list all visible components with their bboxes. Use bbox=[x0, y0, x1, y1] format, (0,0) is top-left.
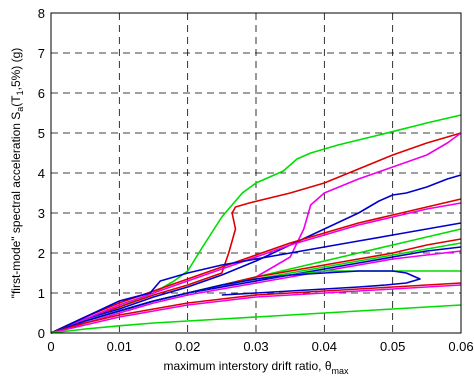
y-axis-label-part-1: "first-mode" spectral acceleration S bbox=[9, 112, 23, 299]
series-line-15 bbox=[50, 282, 462, 334]
x-axis-label-main: maximum interstory drift ratio, θ bbox=[163, 359, 331, 373]
series-group bbox=[50, 114, 462, 334]
y-tick-label: 4 bbox=[38, 166, 45, 181]
y-tick-label: 6 bbox=[38, 86, 45, 101]
y-tick-labels: 0 1 2 3 4 5 6 7 8 bbox=[38, 6, 45, 341]
series-line-6 bbox=[50, 202, 462, 334]
y-axis-label-part-4: 1 bbox=[15, 90, 25, 95]
y-axis-label: "first-mode" spectral acceleration Sa(T1… bbox=[9, 48, 25, 299]
x-axis-label-sub: max bbox=[332, 366, 350, 376]
y-axis-label-part-2: a bbox=[15, 107, 25, 112]
x-tick-label: 0.05 bbox=[380, 339, 405, 354]
series-line-4 bbox=[50, 174, 462, 334]
plot-frame bbox=[50, 12, 462, 334]
y-tick-label: 3 bbox=[38, 206, 45, 221]
series-line-16 bbox=[50, 284, 462, 334]
x-tick-labels: 0 0.01 0.02 0.03 0.04 0.05 0.06 bbox=[47, 339, 473, 354]
series-line-14 bbox=[50, 270, 421, 334]
grid bbox=[51, 13, 461, 333]
x-tick-label: 0.03 bbox=[243, 339, 268, 354]
x-axis-label: maximum interstory drift ratio, θmax bbox=[163, 359, 349, 376]
x-tick-label: 0.06 bbox=[448, 339, 473, 354]
x-tick-label: 0.01 bbox=[107, 339, 132, 354]
y-tick-label: 7 bbox=[38, 46, 45, 61]
y-tick-label: 8 bbox=[38, 6, 45, 21]
y-tick-label: 1 bbox=[38, 286, 45, 301]
x-tick-label: 0.04 bbox=[312, 339, 337, 354]
y-tick-label: 2 bbox=[38, 246, 45, 261]
series-line-17 bbox=[50, 304, 462, 334]
y-axis-label-part-3: (T bbox=[9, 95, 23, 107]
y-tick-label: 5 bbox=[38, 126, 45, 141]
x-tick-label: 0 bbox=[47, 339, 54, 354]
series-line-5 bbox=[50, 198, 462, 334]
series-line-7 bbox=[50, 222, 462, 334]
y-tick-label: 0 bbox=[38, 326, 45, 341]
x-tick-label: 0.02 bbox=[175, 339, 200, 354]
series-line-2 bbox=[50, 132, 462, 334]
series-line-12 bbox=[50, 250, 462, 334]
y-axis-label-part-5: ,5%) (g) bbox=[9, 48, 23, 91]
